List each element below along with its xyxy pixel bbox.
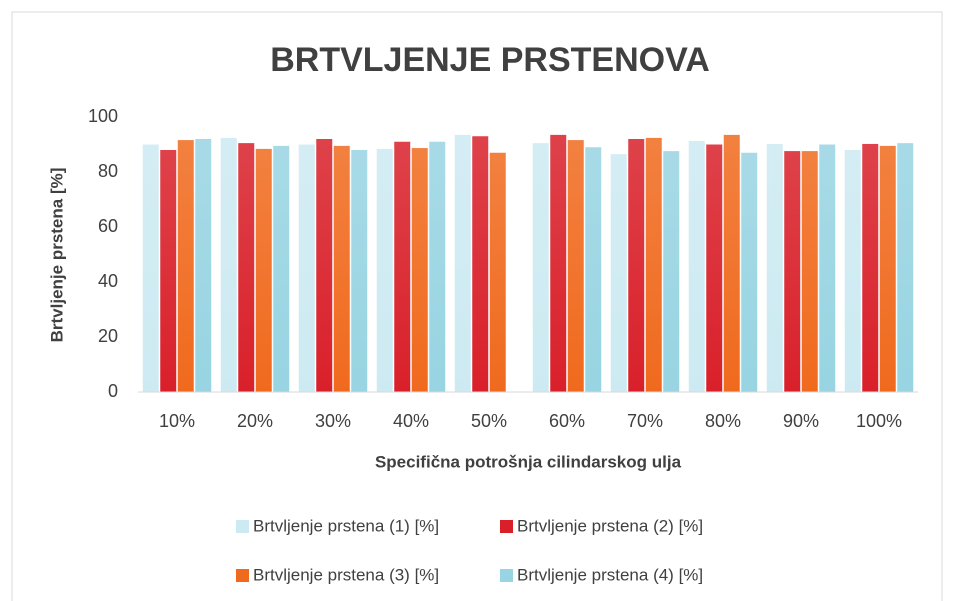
bar (663, 151, 680, 392)
legend-label: Brtvljenje prstena (1) [%] (253, 516, 439, 535)
bar (298, 144, 315, 392)
bar (784, 151, 801, 392)
bar (177, 140, 194, 392)
legend-label: Brtvljenje prstena (3) [%] (253, 565, 439, 584)
legend-swatch (500, 520, 513, 533)
bar (255, 148, 272, 392)
bar (429, 141, 446, 392)
bar (273, 145, 290, 392)
bar (142, 144, 159, 392)
legend-label: Brtvljenje prstena (2) [%] (517, 516, 703, 535)
bar (766, 143, 783, 392)
bar (351, 150, 368, 392)
x-tick-label: 70% (627, 411, 663, 431)
bar (220, 137, 237, 392)
bar (489, 152, 506, 392)
bar (567, 140, 584, 392)
legend-swatch (236, 569, 249, 582)
x-tick-label: 60% (549, 411, 585, 431)
y-tick-label: 60 (98, 216, 118, 236)
legend-swatch (500, 569, 513, 582)
bar (472, 136, 489, 392)
bar (238, 143, 255, 392)
x-axis-label: Specifična potrošnja cilindarskog ulja (375, 452, 682, 471)
x-tick-label: 20% (237, 411, 273, 431)
legend-swatch (236, 520, 249, 533)
x-tick-label: 30% (315, 411, 351, 431)
x-tick-label: 10% (159, 411, 195, 431)
bar (819, 144, 836, 392)
legend-label: Brtvljenje prstena (4) [%] (517, 565, 703, 584)
bar (532, 143, 549, 392)
bar (801, 151, 818, 392)
bar (741, 152, 758, 392)
bar (550, 134, 567, 392)
bar (610, 154, 627, 392)
bar (333, 145, 350, 392)
bar (585, 147, 602, 392)
bar (723, 134, 740, 392)
bar (879, 145, 896, 392)
x-tick-label: 40% (393, 411, 429, 431)
chart-title: BRTVLJENJE PRSTENOVA (270, 41, 710, 79)
y-tick-label: 100 (88, 106, 118, 126)
y-tick-label: 40 (98, 271, 118, 291)
y-axis-label: Brtvljenje prstena [%] (47, 168, 66, 343)
bar (844, 150, 861, 392)
y-tick-label: 80 (98, 161, 118, 181)
bar (645, 137, 662, 392)
y-tick-label: 20 (98, 326, 118, 346)
bar (160, 150, 177, 392)
x-tick-label: 90% (783, 411, 819, 431)
bar (862, 143, 879, 392)
bar (706, 144, 723, 392)
bar (316, 139, 333, 392)
y-tick-label: 0 (108, 381, 118, 401)
bar (628, 139, 645, 392)
x-tick-label: 50% (471, 411, 507, 431)
bar (376, 148, 393, 392)
bar (454, 134, 471, 392)
bar (688, 140, 705, 392)
bar (897, 143, 914, 392)
x-tick-label: 80% (705, 411, 741, 431)
bar (195, 139, 212, 392)
x-tick-label: 100% (856, 411, 902, 431)
bar (411, 148, 428, 392)
bar (394, 141, 411, 392)
